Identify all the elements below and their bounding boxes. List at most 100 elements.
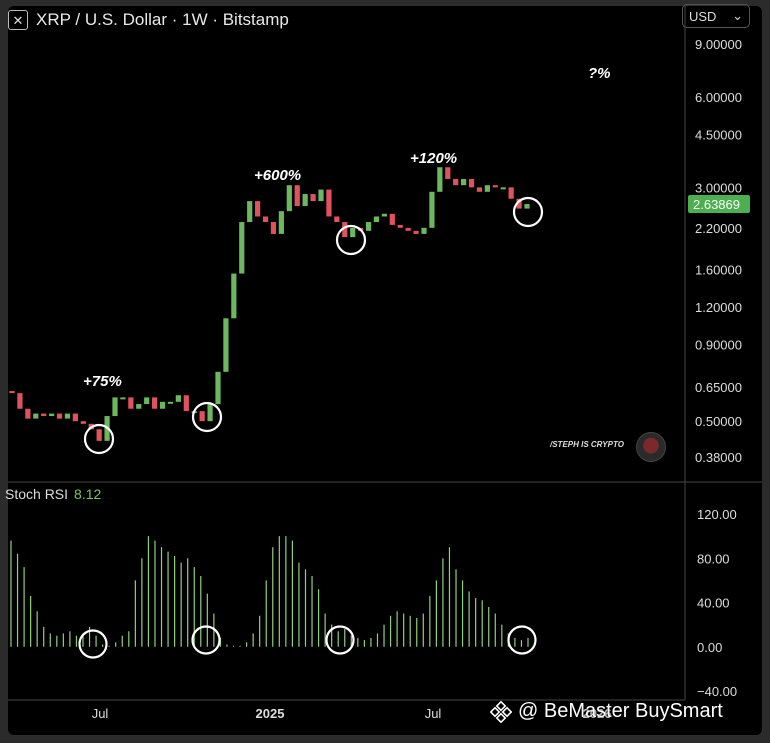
currency-select[interactable]: USD ⌄ [682, 4, 750, 28]
price-candle [17, 393, 23, 409]
price-candle [207, 404, 213, 422]
highlight-circle [335, 224, 367, 256]
price-candle [199, 411, 205, 422]
price-candle [278, 211, 284, 234]
price-candle [389, 213, 395, 225]
price-tick-label: 1.60000 [695, 262, 742, 277]
chevron-down-icon: ⌄ [732, 8, 743, 23]
price-candle [247, 201, 253, 223]
price-tick-label: 0.50000 [695, 414, 742, 429]
indicator-value: 8.12 [74, 486, 102, 502]
price-candle [120, 397, 126, 400]
price-candle [508, 187, 514, 199]
price-candle [484, 185, 490, 192]
price-tick-label: 9.00000 [695, 37, 742, 52]
chart-frame [8, 6, 762, 735]
highlight-circle [191, 401, 223, 433]
rsi-tick-label: 0.00 [697, 640, 722, 655]
price-candle [413, 230, 419, 234]
chart-header: ✕ XRP / U.S. Dollar · 1W · Bitstamp [8, 6, 289, 34]
binance-logo-icon [490, 700, 512, 723]
rsi-tick-label: 120.00 [697, 507, 737, 522]
gain-annotation: +600% [254, 167, 301, 184]
rsi-highlight-circle [191, 625, 221, 655]
price-candle [437, 167, 443, 192]
gain-annotation: +75% [83, 373, 122, 390]
price-candle [286, 185, 292, 212]
time-tick-label: 2025 [256, 706, 285, 721]
time-tick-label: 2026 [583, 706, 612, 721]
currency-label: USD [689, 8, 717, 24]
price-candle [128, 397, 134, 409]
price-candle [64, 413, 71, 419]
price-candle [421, 227, 427, 234]
price-candle [80, 421, 86, 424]
price-candle [334, 216, 340, 223]
price-candle [492, 185, 498, 188]
rsi-highlight-circle [507, 625, 537, 655]
rsi-highlight-circle [325, 625, 355, 655]
price-candle [365, 222, 372, 231]
watermark-text: @ BeMaster BuySmart [518, 700, 723, 722]
price-candle [56, 413, 63, 419]
rsi-tick-label: −40.00 [697, 684, 737, 699]
price-tick-label: 1.20000 [695, 300, 742, 315]
price-candle [397, 224, 403, 228]
indicator-name: Stoch RSI [5, 486, 69, 502]
gain-annotation: +120% [410, 150, 457, 167]
rsi-tick-label: 80.00 [697, 551, 730, 566]
close-icon[interactable]: ✕ [8, 10, 28, 30]
highlight-circle [512, 196, 544, 228]
price-candle [159, 401, 166, 409]
price-candle [231, 273, 237, 319]
indicator-legend[interactable]: Stoch RSI 8.12 [5, 486, 101, 502]
price-candle [183, 395, 189, 412]
rsi-highlight-circle [78, 629, 108, 659]
price-candle [33, 413, 39, 419]
price-candle [326, 189, 332, 217]
price-candle [461, 178, 467, 186]
price-tick-label: 0.38000 [695, 450, 742, 465]
price-candle [223, 318, 229, 372]
price-candle [112, 397, 118, 417]
price-tick-label: 4.50000 [695, 127, 742, 142]
price-candle [144, 397, 150, 405]
price-candle [342, 222, 348, 238]
price-candle [468, 178, 475, 188]
price-candle [445, 167, 451, 179]
price-candle [318, 189, 324, 202]
price-candle [429, 191, 435, 228]
price-candle [72, 413, 78, 422]
highlight-circle [83, 423, 115, 455]
price-candle [215, 371, 221, 405]
rsi-tick-label: 40.00 [697, 596, 730, 611]
price-candle [239, 222, 245, 274]
price-candle [136, 404, 142, 409]
price-candle [453, 178, 459, 186]
price-candle [500, 187, 506, 190]
price-tick-label: 3.00000 [695, 180, 742, 195]
price-candle [41, 413, 47, 417]
price-candle [96, 429, 102, 441]
avatar [636, 432, 666, 462]
price-candle [516, 198, 522, 209]
price-candle [310, 194, 316, 202]
symbol-title: XRP / U.S. Dollar · 1W · Bitstamp [36, 10, 289, 29]
price-tick-label: 2.20000 [695, 221, 742, 236]
price-candle [294, 185, 300, 207]
price-candle [524, 204, 530, 209]
price-candle [302, 194, 308, 207]
last-price-label: 2.63869 [693, 197, 740, 212]
watermark: @ BeMaster BuySmart [490, 700, 723, 723]
price-candle [476, 187, 483, 192]
price-candle [381, 213, 387, 217]
price-candle [350, 227, 356, 238]
price-candle [167, 401, 174, 404]
author-tag: /STEPH IS CRYPTO [550, 440, 624, 449]
price-candle [175, 395, 181, 402]
time-tick-label: Jul [425, 706, 442, 721]
last-price-badge [688, 195, 750, 213]
price-candle [262, 216, 269, 223]
price-candle [373, 216, 380, 223]
